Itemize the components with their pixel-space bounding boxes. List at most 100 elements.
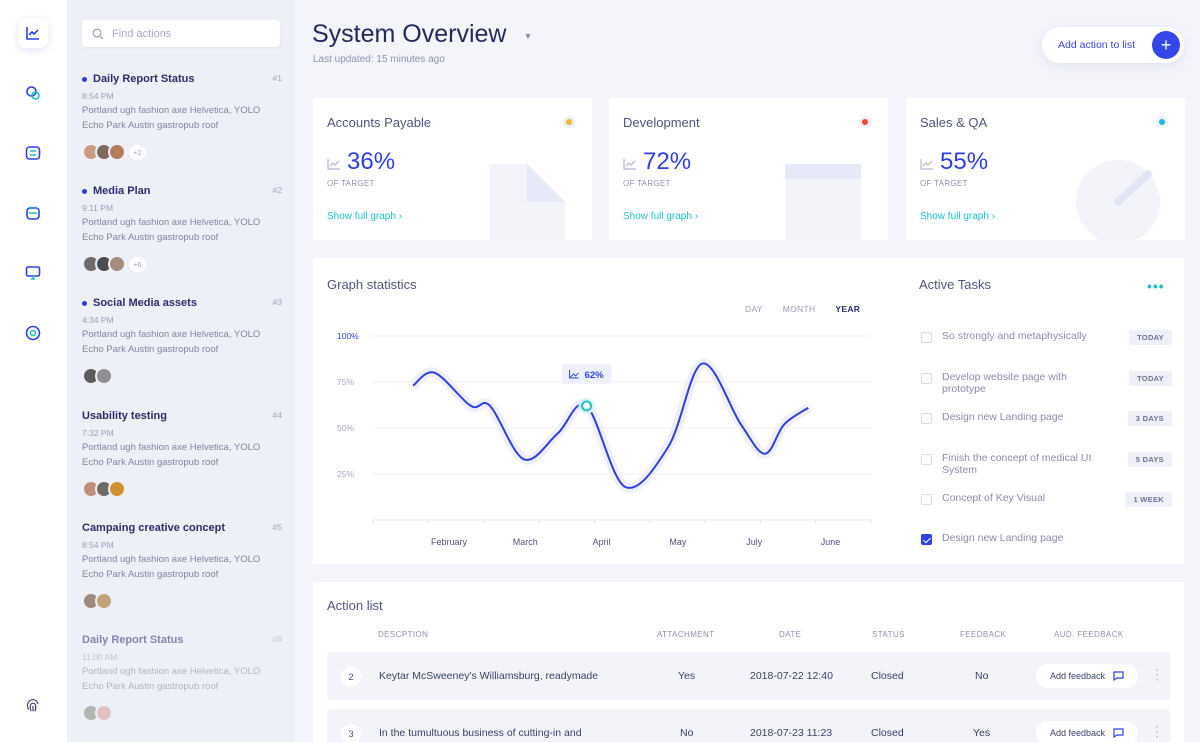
chevron-down-icon[interactable]: ▼ [523,31,533,41]
feed-item-time: 7:32 PM [82,428,114,438]
kpi-card-accounts-payable: Accounts Payable 36% OF TARGET Show full… [313,98,592,240]
feed-item-title: Daily Report Status [93,73,195,85]
kpi-card-development: Development 72% OF TARGET Show full grap… [609,98,888,240]
avatar [95,592,113,610]
feed-item-time: 11:00 AM [82,652,118,662]
avatar-group[interactable]: +2 [82,143,282,161]
fingerprint-icon[interactable] [18,690,48,720]
feed-item-title: Social Media assets [93,297,197,309]
search-box[interactable] [82,20,280,47]
task-checkbox[interactable] [921,454,932,465]
search-input[interactable] [112,27,272,40]
show-full-graph-link[interactable]: Show full graph › [920,211,996,222]
action-list-panel: Action list DESCPTION ATTACHMENT DATE ST… [313,582,1184,742]
feed-item[interactable]: Daily Report Status #1 8:54 PM Portland … [82,73,282,161]
avatar-group[interactable] [82,704,282,722]
feed-item-number: #4 [272,410,282,420]
action-list-title: Action list [327,598,383,613]
x-tick-label: March [513,537,538,547]
tab-day[interactable]: DAY [745,304,763,314]
help-circle-icon[interactable] [18,318,48,348]
feed-item-title: Media Plan [93,185,151,197]
feed-item-body: Portland ugh fashion axe Helvetica, YOLO… [82,329,261,355]
feed-item-title: Campaing creative concept [82,522,226,534]
comment-icon [1113,728,1124,738]
kpi-subtitle: OF TARGET [623,179,671,188]
graph-title: Graph statistics [327,277,417,292]
task-due-badge: TODAY [1129,371,1172,386]
row-menu-icon[interactable]: · · · [1155,719,1159,742]
feed-item-title: Daily Report Status [82,634,184,646]
chart-line-icon[interactable] [18,18,48,48]
tab-year[interactable]: YEAR [835,304,861,314]
feed-item[interactable]: Social Media assets #3 4:34 PM Portland … [82,297,282,385]
series-line [412,362,809,489]
feed-item-body: Portland ugh fashion axe Helvetica, YOLO… [82,666,261,692]
kpi-value: 72% [643,148,692,175]
tab-month[interactable]: MONTH [782,304,816,314]
status-dot [563,116,575,128]
avatar-group[interactable] [82,592,282,610]
active-tasks-title: Active Tasks [919,277,992,292]
feed-item-body: Portland ugh fashion axe Helvetica, YOLO… [82,554,261,580]
task-text: Design new Landing page [942,532,1064,544]
avatar [95,367,113,385]
row-attachment: No [680,727,694,739]
task-checkbox[interactable] [921,332,932,343]
status-dot [859,116,871,128]
table-row[interactable]: 3 In the tumultuous business of cutting-… [327,709,1170,742]
avatar-group[interactable] [82,480,282,498]
feed-item-number: #2 [272,185,282,195]
kpi-card-sales-qa: Sales & QA 55% OF TARGET Show full graph… [906,98,1185,240]
add-action-button[interactable]: Add action to list + [1042,27,1184,63]
task-due-badge: 5 DAYS [1127,452,1172,467]
y-tick-label: 100% [337,331,359,341]
unread-dot [82,188,87,194]
avatar-group[interactable] [82,367,282,385]
feed-item-time: 8:54 PM [82,91,114,101]
show-full-graph-link[interactable]: Show full graph › [327,211,403,222]
y-tick-label: 75% [337,377,354,387]
feed-item[interactable]: Usability testing #4 7:32 PM Portland ug… [82,410,282,498]
column-header: AUD. FEEDBACK [1054,630,1124,639]
more-options-icon[interactable]: ••• [1147,278,1165,294]
row-index: 2 [341,667,361,687]
highlight-point[interactable] [581,400,593,412]
monitor-icon[interactable] [18,258,48,288]
task-due-badge: TODAY [1129,330,1172,345]
x-tick-label: February [431,537,468,547]
table-row[interactable]: 2 Keytar McSweeney's Williamsburg, ready… [327,652,1170,700]
feed-item-body: Portland ugh fashion axe Helvetica, YOLO… [82,105,261,131]
feed-item[interactable]: Daily Report Status #6 11:00 AM Portland… [82,634,282,722]
line-chart[interactable]: 100% 75% 50% 25% February March April May July Ju… [327,322,887,552]
page-title: System Overview [312,20,507,48]
column-header: DATE [779,630,802,639]
task-checkbox[interactable] [921,413,932,424]
task-checkbox[interactable] [921,494,932,505]
add-feedback-button[interactable]: Add feedback [1036,664,1138,688]
add-feedback-button[interactable]: Add feedback [1036,721,1138,742]
comment-icon [1113,671,1124,681]
feed-item-number: #6 [272,634,282,644]
show-full-graph-link[interactable]: Show full graph › [623,211,699,222]
x-tick-label: June [821,537,841,547]
feed-item[interactable]: Media Plan #2 9:11 PM Portland ugh fashi… [82,185,282,273]
row-status: Closed [871,727,904,739]
column-header: STATUS [872,630,905,639]
x-tick-label: July [746,537,763,547]
icon-rail [0,0,68,742]
calendar-icon[interactable] [18,198,48,228]
row-menu-icon[interactable]: · · · [1155,662,1159,686]
row-index: 3 [341,724,361,742]
y-tick-label: 25% [337,469,354,479]
row-feedback: No [975,670,989,682]
avatar-group[interactable]: +6 [82,255,282,273]
avatar [108,480,126,498]
task-checkbox-checked[interactable] [921,534,932,545]
tasks-list-icon[interactable] [18,138,48,168]
avatar-overflow-count: +2 [129,144,146,160]
feed-item[interactable]: Campaing creative concept #5 8:54 PM Por… [82,522,282,610]
kpi-decoration [1076,160,1160,240]
chat-icon[interactable] [18,78,48,108]
task-checkbox[interactable] [921,373,932,384]
